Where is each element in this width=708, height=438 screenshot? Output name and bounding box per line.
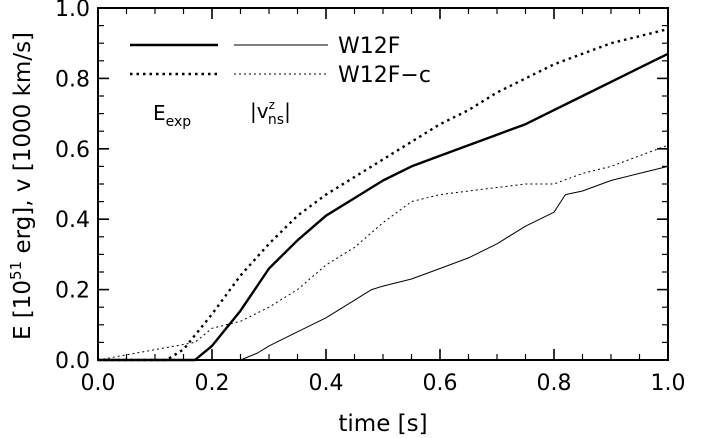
x-tick-label: 1.0 bbox=[651, 371, 686, 396]
legend-column-label-e-exp: Eexp bbox=[153, 101, 191, 130]
legend: W12F W12F−c Eexp |vz ns| bbox=[130, 34, 431, 130]
y-tick-label: 0.4 bbox=[55, 208, 90, 233]
x-tick-label: 0.6 bbox=[423, 371, 458, 396]
series-layer bbox=[97, 27, 669, 362]
legend-label: W12F bbox=[338, 34, 400, 59]
x-tick-label: 0.0 bbox=[81, 371, 116, 396]
plot-frame bbox=[97, 7, 669, 361]
y-axis-label: E [1051 erg], v [1000 km/s] bbox=[7, 32, 36, 340]
x-tick-label: 0.4 bbox=[309, 371, 344, 396]
x-axis-label: time [s] bbox=[338, 411, 427, 437]
y-tick-label: 0.0 bbox=[55, 349, 90, 374]
legend-column-label-v-ns: |vz ns| bbox=[250, 98, 291, 128]
x-tick-label: 0.2 bbox=[195, 371, 230, 396]
y-tick-label: 1.0 bbox=[55, 0, 90, 22]
series-line-3-v-ns bbox=[97, 144, 669, 361]
x-tick-label: 0.8 bbox=[537, 371, 572, 396]
y-axis-ticks: 0.0 0.2 0.4 0.6 0.8 1.0 bbox=[55, 0, 668, 374]
y-tick-label: 0.8 bbox=[55, 67, 90, 92]
series-line-1-v-ns bbox=[98, 165, 669, 361]
x-axis-ticks: 0.0 0.2 0.4 0.6 0.8 1.0 bbox=[81, 8, 686, 396]
series-line-0-e-exp bbox=[98, 52, 669, 362]
y-tick-label: 0.6 bbox=[55, 138, 90, 163]
series-line-2-e-exp bbox=[98, 27, 669, 362]
y-axis-label-pre: E [10 bbox=[10, 280, 36, 340]
y-axis-label-post: erg], v [1000 km/s] bbox=[10, 32, 36, 261]
y-tick-label: 0.2 bbox=[55, 279, 90, 304]
y-axis-label-sup: 51 bbox=[7, 261, 25, 280]
legend-label: W12F−c bbox=[338, 63, 431, 88]
